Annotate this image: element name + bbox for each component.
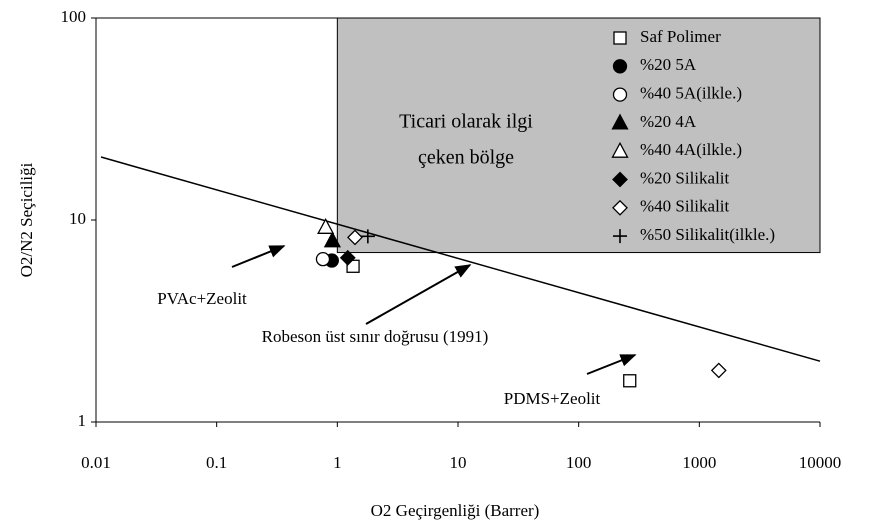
x-tick-label: 10000 bbox=[799, 453, 842, 472]
legend-label: %40 4A(ilkle.) bbox=[640, 140, 742, 159]
legend-entry: %20 5A bbox=[612, 55, 697, 74]
y-axis-title: O2/N2 Seçiciliği bbox=[17, 162, 36, 277]
legend-entry: %20 Silikalit bbox=[612, 168, 730, 188]
marker bbox=[360, 229, 375, 244]
legend-entry: Saf Polimer bbox=[613, 27, 721, 46]
legend-entry: %50 Silikalit(ilkle.) bbox=[613, 225, 775, 244]
marker bbox=[317, 217, 335, 234]
arrow bbox=[586, 354, 637, 375]
legend-label: %20 4A bbox=[640, 112, 697, 131]
legend-entry: %40 Silikalit bbox=[612, 197, 730, 216]
marker bbox=[612, 59, 628, 74]
marker bbox=[611, 113, 629, 130]
y-tick-label: 100 bbox=[61, 7, 87, 26]
plot: Ticari olarak ilgi çeken bölge 0.01 0.1 1 10 1… bbox=[61, 7, 842, 472]
legend-entry: %20 4A bbox=[611, 112, 697, 131]
marker bbox=[347, 229, 363, 246]
annotation: Robeson üst sınır doğrusu (1991) bbox=[262, 327, 489, 346]
x-tick-label: 0.01 bbox=[81, 453, 111, 472]
marker bbox=[612, 199, 628, 216]
legend-label: %40 Silikalit bbox=[640, 197, 730, 216]
marker bbox=[315, 252, 331, 267]
arrow bbox=[365, 264, 472, 325]
x-tick-label: 1000 bbox=[682, 453, 716, 472]
y-tick-label: 1 bbox=[78, 411, 87, 430]
x-tick-label: 100 bbox=[566, 453, 592, 472]
marker bbox=[623, 374, 637, 388]
marker bbox=[710, 362, 727, 379]
marker bbox=[323, 231, 341, 248]
marker bbox=[612, 171, 628, 188]
marker bbox=[613, 229, 627, 244]
marker bbox=[339, 249, 356, 266]
x-tick-label: 1 bbox=[333, 453, 342, 472]
marker bbox=[613, 31, 627, 45]
legend-label: Saf Polimer bbox=[640, 27, 721, 46]
region-label: Ticari olarak ilgi bbox=[399, 111, 533, 133]
x-tick-label: 10 bbox=[450, 453, 467, 472]
marker bbox=[612, 87, 628, 102]
legend-entry: %40 5A(ilkle.) bbox=[612, 84, 742, 103]
annotation: PDMS+Zeolit bbox=[504, 389, 601, 408]
legend-label: %20 Silikalit bbox=[640, 168, 730, 187]
region bbox=[336, 17, 821, 254]
legend-label: %40 5A(ilkle.) bbox=[640, 84, 742, 103]
annotation: PVAc+Zeolit bbox=[157, 289, 247, 308]
x-tick-label: 0.1 bbox=[206, 453, 227, 472]
marker bbox=[611, 141, 629, 158]
x-axis-title: O2 Geçirgenliği (Barrer) bbox=[371, 501, 540, 520]
legend-label: %50 Silikalit(ilkle.) bbox=[640, 225, 775, 244]
y-tick-label: 10 bbox=[69, 209, 86, 228]
legend-label: %20 5A bbox=[640, 55, 697, 74]
legend-entry: %40 4A(ilkle.) bbox=[611, 140, 742, 159]
region-label: çeken bölge bbox=[418, 147, 514, 169]
arrow bbox=[231, 245, 286, 268]
upper-bound-line bbox=[100, 156, 821, 362]
